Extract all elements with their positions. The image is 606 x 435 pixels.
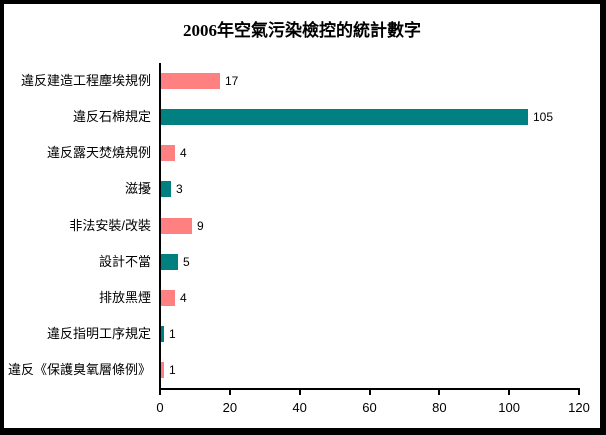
x-axis-tick-label: 20	[222, 400, 238, 415]
x-axis-tick	[508, 388, 511, 395]
x-axis-tick-label: 80	[432, 400, 447, 415]
bar	[161, 289, 175, 306]
bar-value-label: 17	[225, 74, 239, 89]
category-label: 滋擾	[124, 181, 151, 197]
x-axis-tick	[159, 388, 161, 395]
category-label: 非法安裝/改裝	[69, 217, 151, 233]
bar-value-label: 4	[180, 146, 187, 161]
x-axis-tick	[438, 388, 441, 395]
x-axis-tick-label: 40	[292, 400, 307, 415]
x-axis-tick-label: 100	[498, 400, 520, 415]
bar-value-label: 4	[180, 290, 187, 305]
x-axis-tick	[368, 388, 371, 395]
category-label: 設計不當	[98, 253, 151, 269]
bar-value-label: 9	[197, 218, 204, 233]
category-label: 違反建造工程塵埃規例	[20, 73, 151, 89]
chart-title: 2006年空氣污染檢控的統計數字	[183, 21, 421, 40]
bar	[161, 361, 164, 378]
x-axis-tick	[298, 388, 301, 395]
category-label: 排放黑煙	[98, 289, 151, 305]
bar	[161, 181, 171, 198]
bar	[161, 325, 164, 342]
x-axis-tick-label: 0	[156, 400, 164, 415]
bar	[161, 109, 528, 126]
bar	[161, 145, 175, 162]
bar-value-label: 1	[169, 362, 176, 377]
category-label: 違反指明工序規定	[46, 325, 151, 341]
bar	[161, 253, 178, 270]
x-axis-tick	[228, 388, 231, 395]
x-axis-tick-label: 60	[362, 400, 377, 415]
bar	[161, 217, 192, 234]
bar	[161, 73, 220, 90]
bar-value-label: 1	[169, 326, 176, 341]
category-label: 違反《保護臭氧層條例》	[7, 361, 151, 377]
category-label: 違反石棉規定	[72, 109, 151, 125]
x-axis-tick-label: 120	[568, 400, 590, 415]
bar-value-label: 5	[183, 254, 190, 269]
x-axis-tick	[578, 388, 580, 395]
bar-value-label: 105	[533, 110, 554, 125]
bar-value-label: 3	[176, 182, 183, 197]
category-label: 違反露天焚燒規例	[46, 145, 151, 161]
